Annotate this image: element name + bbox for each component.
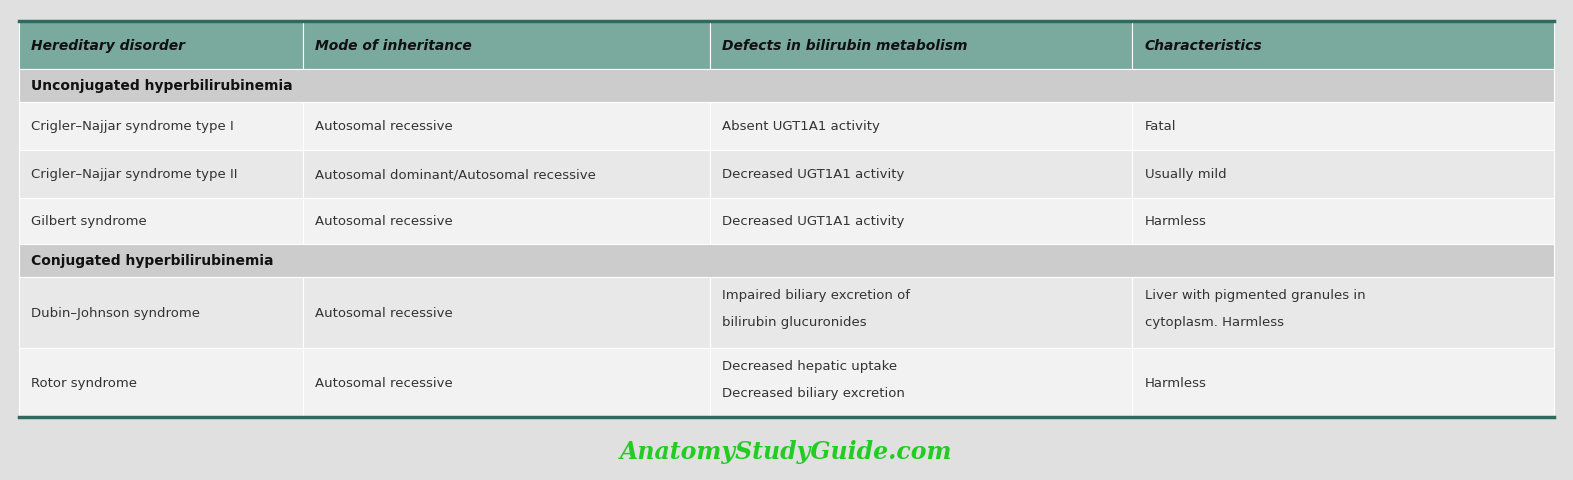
Text: Conjugated hyperbilirubinemia: Conjugated hyperbilirubinemia (31, 254, 274, 268)
Text: Absent UGT1A1 activity: Absent UGT1A1 activity (722, 120, 881, 133)
Text: Fatal: Fatal (1145, 120, 1177, 133)
Bar (304, 22, 709, 70)
Text: AnatomyStudyGuide.com: AnatomyStudyGuide.com (620, 439, 953, 463)
Bar (19, 22, 304, 70)
Bar (19, 199, 304, 244)
Bar (19, 348, 304, 418)
Text: Harmless: Harmless (1145, 376, 1206, 389)
Bar (709, 277, 1133, 348)
Bar (709, 22, 1133, 70)
Bar (709, 103, 1133, 151)
Text: Rotor syndrome: Rotor syndrome (31, 376, 137, 389)
Bar (709, 151, 1133, 199)
Text: Gilbert syndrome: Gilbert syndrome (31, 215, 148, 228)
Text: cytoplasm. Harmless: cytoplasm. Harmless (1145, 316, 1284, 329)
Text: Characteristics: Characteristics (1145, 38, 1262, 53)
Bar (304, 199, 709, 244)
Bar (19, 277, 304, 348)
Text: Liver with pigmented granules in: Liver with pigmented granules in (1145, 288, 1365, 301)
Bar (709, 199, 1133, 244)
Text: Mode of inheritance: Mode of inheritance (316, 38, 472, 53)
Bar (304, 348, 709, 418)
Bar (19, 70, 1554, 103)
Bar (304, 103, 709, 151)
Text: Crigler–Najjar syndrome type I: Crigler–Najjar syndrome type I (31, 120, 234, 133)
Text: Decreased hepatic uptake: Decreased hepatic uptake (722, 359, 898, 372)
Bar (1133, 348, 1554, 418)
Bar (1133, 199, 1554, 244)
Bar (1133, 151, 1554, 199)
Bar (1133, 22, 1554, 70)
Bar (1133, 103, 1554, 151)
Bar (304, 277, 709, 348)
Text: Autosomal dominant/Autosomal recessive: Autosomal dominant/Autosomal recessive (316, 168, 596, 181)
Bar (709, 348, 1133, 418)
Text: Hereditary disorder: Hereditary disorder (31, 38, 186, 53)
Bar (1133, 277, 1554, 348)
Text: Decreased UGT1A1 activity: Decreased UGT1A1 activity (722, 168, 904, 181)
Text: Autosomal recessive: Autosomal recessive (316, 120, 453, 133)
Bar (304, 151, 709, 199)
Bar (19, 244, 1554, 277)
Text: bilirubin glucuronides: bilirubin glucuronides (722, 316, 867, 329)
Bar (19, 151, 304, 199)
Text: Harmless: Harmless (1145, 215, 1206, 228)
Text: Autosomal recessive: Autosomal recessive (316, 376, 453, 389)
Text: Autosomal recessive: Autosomal recessive (316, 215, 453, 228)
Text: Dubin–Johnson syndrome: Dubin–Johnson syndrome (31, 306, 200, 319)
Text: Usually mild: Usually mild (1145, 168, 1225, 181)
Text: Decreased UGT1A1 activity: Decreased UGT1A1 activity (722, 215, 904, 228)
Text: Impaired biliary excretion of: Impaired biliary excretion of (722, 288, 911, 301)
Text: Unconjugated hyperbilirubinemia: Unconjugated hyperbilirubinemia (31, 79, 293, 93)
Text: Crigler–Najjar syndrome type II: Crigler–Najjar syndrome type II (31, 168, 238, 181)
Text: Autosomal recessive: Autosomal recessive (316, 306, 453, 319)
Text: Defects in bilirubin metabolism: Defects in bilirubin metabolism (722, 38, 967, 53)
Text: Decreased biliary excretion: Decreased biliary excretion (722, 386, 904, 399)
Bar (19, 103, 304, 151)
